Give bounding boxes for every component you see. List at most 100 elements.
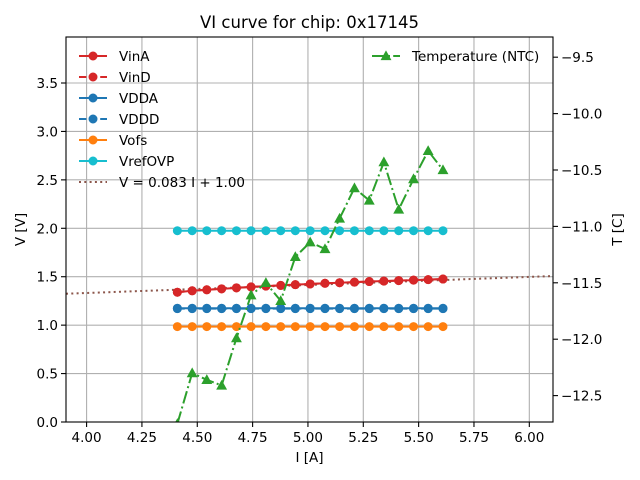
y-tick-label: 1.5 <box>37 270 58 286</box>
y2-tick-label: −11.5 <box>561 276 602 292</box>
data-point <box>423 322 433 332</box>
data-point <box>231 283 241 293</box>
chart-title: VI curve for chip: 0x17145 <box>200 13 419 32</box>
data-point <box>175 418 180 422</box>
data-point <box>290 280 300 290</box>
ticks: 4.00 4.25 4.50 4.75 5.00 5.25 5.50 5.75 6.00 0.0 0… <box>37 50 603 446</box>
data-point <box>290 304 300 314</box>
data-point <box>217 284 227 294</box>
data-point <box>231 322 241 332</box>
legend-right: Temperature (NTC) <box>372 49 539 65</box>
legend-entry: VDDD <box>79 112 159 128</box>
legend-entry: Vofs <box>79 133 147 149</box>
data-point <box>290 322 300 332</box>
legend-marker <box>380 50 392 61</box>
data-point <box>261 226 271 236</box>
data-point <box>378 156 390 167</box>
data-point <box>320 304 330 314</box>
data-point <box>231 304 241 314</box>
y-tick-label: 0.5 <box>37 367 58 383</box>
y-tick-label: 3.5 <box>37 76 58 92</box>
data-point <box>422 145 434 155</box>
data-point <box>187 322 197 332</box>
x-tick-label: 4.75 <box>238 430 268 446</box>
data-point <box>320 322 330 332</box>
data-point <box>202 322 212 332</box>
data-point <box>202 304 212 314</box>
data-point <box>335 322 345 332</box>
x-axis-label: I [A] <box>295 450 323 466</box>
data-point <box>202 226 212 236</box>
series-vofs <box>172 322 448 332</box>
data-point <box>217 322 227 332</box>
data-point <box>363 194 375 205</box>
data-point <box>349 322 359 332</box>
data-point <box>261 304 271 314</box>
data-point <box>276 322 286 332</box>
data-point <box>172 287 182 297</box>
legend-marker <box>88 156 98 166</box>
data-point <box>409 275 419 285</box>
data-point <box>187 304 197 314</box>
x-tick-label: 5.50 <box>404 430 434 446</box>
data-point <box>438 274 448 284</box>
data-point <box>246 322 256 332</box>
data-point <box>320 278 330 288</box>
data-point <box>275 295 287 306</box>
data-point <box>348 182 360 193</box>
y2-tick-label: −11.0 <box>561 219 602 235</box>
data-point <box>438 304 448 314</box>
data-point <box>409 226 419 236</box>
series-temperature-ntc <box>175 145 449 422</box>
legend-entry: Temperature (NTC) <box>372 49 539 65</box>
data-point <box>334 212 346 223</box>
legend-label: Vofs <box>119 133 147 149</box>
y-tick-label: 1.0 <box>37 318 58 334</box>
data-point <box>394 304 404 314</box>
data-point <box>202 285 212 295</box>
data-point <box>305 322 315 332</box>
data-point <box>364 226 374 236</box>
data-point <box>231 226 241 236</box>
left-axis-series <box>66 226 553 332</box>
legend-entry: VrefOVP <box>79 154 174 170</box>
data-point <box>335 304 345 314</box>
series-vddd <box>172 304 448 314</box>
data-point <box>394 276 404 286</box>
data-point <box>276 280 286 290</box>
legend-marker <box>88 51 98 61</box>
legend-label: Temperature (NTC) <box>411 49 539 65</box>
data-point <box>379 226 389 236</box>
fit-line <box>66 275 553 295</box>
data-point <box>319 243 331 254</box>
x-tick-label: 5.25 <box>348 430 378 446</box>
data-point <box>187 286 197 296</box>
data-point <box>438 322 448 332</box>
data-point <box>305 304 315 314</box>
data-point <box>172 322 182 332</box>
data-point <box>187 226 197 236</box>
data-point <box>364 277 374 287</box>
data-point <box>186 367 198 378</box>
data-point <box>379 322 389 332</box>
data-point <box>261 322 271 332</box>
x-tick-label: 5.00 <box>293 430 323 446</box>
y-tick-label: 2.0 <box>37 221 58 237</box>
x-tick-label: 6.00 <box>514 430 544 446</box>
x-tick-label: 4.00 <box>72 430 102 446</box>
axes-spines <box>65 36 554 423</box>
legend-entry: VinA <box>79 49 150 65</box>
legend-label: VinA <box>119 49 150 65</box>
data-point <box>246 304 256 314</box>
y-axis-label: V [V] <box>13 213 29 246</box>
data-point <box>289 251 301 262</box>
data-point <box>408 173 419 184</box>
axes-frame <box>65 36 554 423</box>
x-tick-label: 4.50 <box>182 430 212 446</box>
legend-marker <box>88 135 98 145</box>
data-point <box>217 304 227 314</box>
data-point <box>260 277 272 287</box>
y2-tick-label: −10.0 <box>561 107 602 123</box>
data-point <box>246 226 256 236</box>
legend-entry: VinD <box>79 70 151 86</box>
